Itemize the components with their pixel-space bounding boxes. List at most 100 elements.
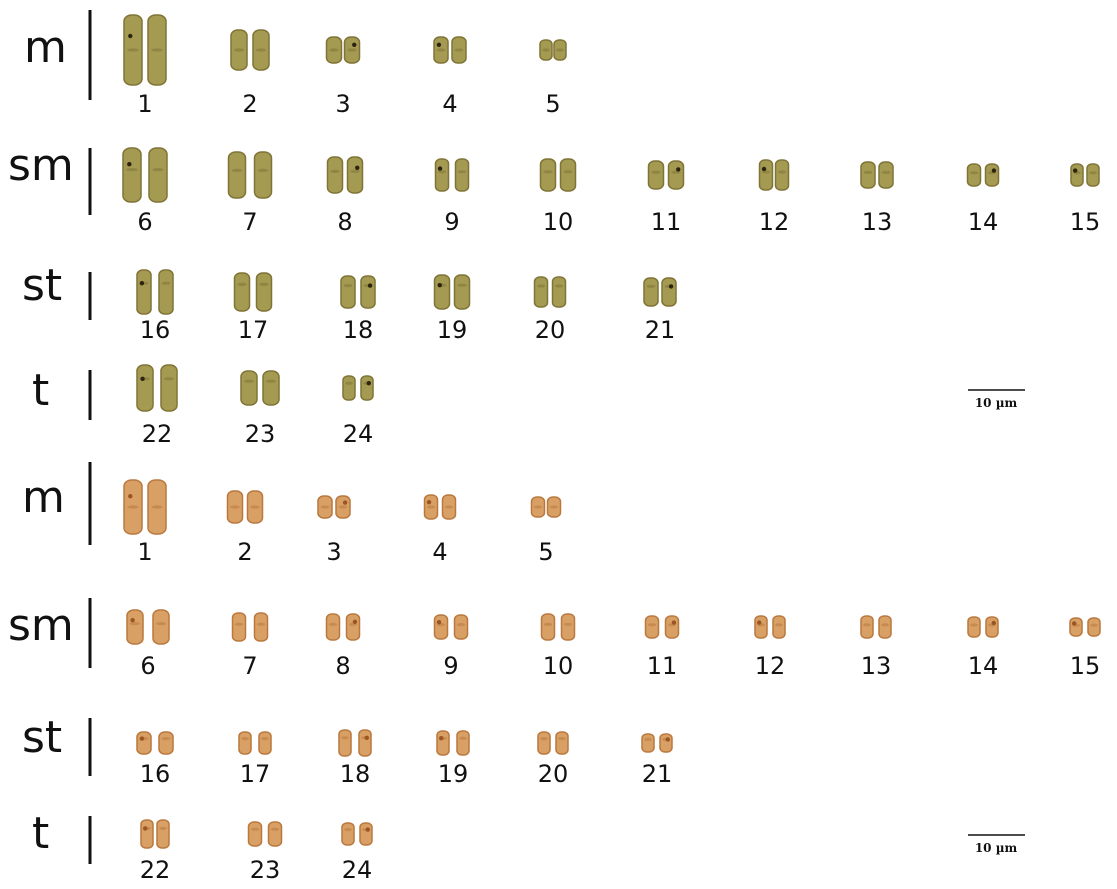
- centromere-mark: [549, 505, 559, 509]
- group-row-m: m 1 2 3 4 5: [22, 462, 562, 566]
- pair-number: 7: [242, 652, 257, 680]
- chromosome: [122, 147, 142, 203]
- chromosome-pair: 4: [433, 36, 467, 118]
- chromosome: [160, 364, 178, 412]
- centromere-mark: [347, 48, 357, 52]
- chromosome-pair: 4: [423, 494, 457, 566]
- centromere-mark: [127, 505, 139, 509]
- centromere-mark: [646, 284, 656, 288]
- pair-number: 10: [543, 652, 574, 680]
- pair-number: 17: [240, 760, 271, 788]
- pair-number: 22: [142, 420, 173, 448]
- centromere-mark: [777, 170, 787, 174]
- chromosome: [985, 616, 999, 638]
- centromere-mark: [261, 737, 269, 741]
- centromere-mark: [350, 169, 360, 173]
- pair-number: 24: [342, 856, 373, 884]
- chromosome-pair: 2: [226, 490, 264, 566]
- chromosome: [231, 612, 247, 642]
- chromosome: [158, 731, 174, 755]
- nor-dot: [436, 42, 442, 47]
- chromosome: [436, 730, 450, 756]
- chromosome: [342, 375, 356, 401]
- chromosome-pair: 15: [1070, 163, 1100, 236]
- chromosome: [359, 822, 373, 846]
- centromere-mark: [454, 48, 464, 52]
- group-row-t: t 22 23 24: [32, 364, 374, 448]
- centromere-mark: [241, 737, 249, 741]
- centromere-mark: [152, 168, 164, 172]
- chromosome-pair: 7: [231, 612, 269, 680]
- chromosome: [644, 615, 660, 639]
- nor-dot: [676, 167, 681, 172]
- centromere-mark: [343, 284, 353, 288]
- nor-dot: [1073, 168, 1078, 173]
- chromosome-pair: 10: [540, 613, 576, 680]
- chromosome-pair: 24: [341, 822, 373, 884]
- chromosome: [152, 609, 170, 645]
- centromere-mark: [341, 736, 349, 740]
- pair-number: 21: [642, 760, 673, 788]
- chromosome-pair: 5: [530, 496, 562, 566]
- chromosome: [233, 272, 251, 312]
- chromosome-pair: 6: [122, 147, 168, 236]
- chromosome: [661, 277, 677, 307]
- chromosome-pair: 16: [136, 269, 174, 344]
- chromosome: [433, 614, 449, 640]
- chromosome: [453, 274, 471, 310]
- centromere-mark: [457, 170, 467, 174]
- chromosome: [267, 821, 283, 847]
- chromosome-pair: 23: [247, 821, 283, 884]
- chromosome-pair: 13: [860, 161, 894, 236]
- scale-bar: 10 µm: [968, 834, 1025, 855]
- chromosome: [340, 275, 356, 309]
- centromere-mark: [126, 168, 138, 172]
- nor-dot: [128, 33, 133, 39]
- chromosome: [136, 364, 154, 412]
- pair-number: 20: [535, 316, 566, 344]
- centromere-mark: [163, 377, 175, 381]
- centromere-mark: [237, 282, 247, 286]
- nor-dot: [439, 736, 444, 741]
- nor-dot: [127, 162, 132, 167]
- chromosome-pair: 8: [326, 156, 364, 236]
- centromere-mark: [543, 170, 553, 174]
- chromosome-pair: 1: [123, 14, 167, 118]
- group-row-st: st 16 17 18 19 20 21: [22, 712, 673, 788]
- chromosome: [1069, 617, 1083, 637]
- pair-number: 7: [242, 208, 257, 236]
- chromosome: [136, 731, 152, 755]
- nor-dot: [140, 376, 145, 381]
- chromosome: [539, 158, 557, 192]
- chromosome: [358, 729, 372, 757]
- centromere-mark: [230, 505, 240, 509]
- centromere-mark: [161, 281, 171, 285]
- chromosome: [341, 822, 355, 846]
- chromosome: [158, 269, 174, 315]
- pair-number: 15: [1070, 652, 1101, 680]
- chromosome-pair: 12: [759, 159, 789, 236]
- chromosome: [453, 614, 469, 640]
- chromosome-pair: 7: [227, 151, 273, 236]
- chromosome: [148, 147, 168, 203]
- centromere-mark: [863, 170, 873, 174]
- chromosome-pair: 17: [233, 272, 273, 344]
- nor-dot: [757, 620, 762, 625]
- scale-bar: 10 µm: [968, 389, 1025, 410]
- pair-number: 1: [137, 90, 152, 118]
- centromere-mark: [558, 737, 566, 741]
- chromosome-pair: 23: [240, 370, 280, 448]
- centromere-mark: [257, 168, 269, 172]
- centromere-mark: [345, 381, 353, 385]
- pair-number: 20: [538, 760, 569, 788]
- chromosome: [533, 276, 549, 308]
- chromosome-pair: 20: [537, 731, 569, 788]
- chromosome: [643, 277, 659, 307]
- centromere-mark: [320, 505, 330, 509]
- scale-bar-label: 10 µm: [975, 396, 1018, 410]
- centromere-mark: [533, 505, 543, 509]
- centromere-mark: [563, 170, 573, 174]
- nor-dot: [139, 281, 145, 286]
- centromere-mark: [231, 168, 243, 172]
- chromosome: [667, 160, 685, 190]
